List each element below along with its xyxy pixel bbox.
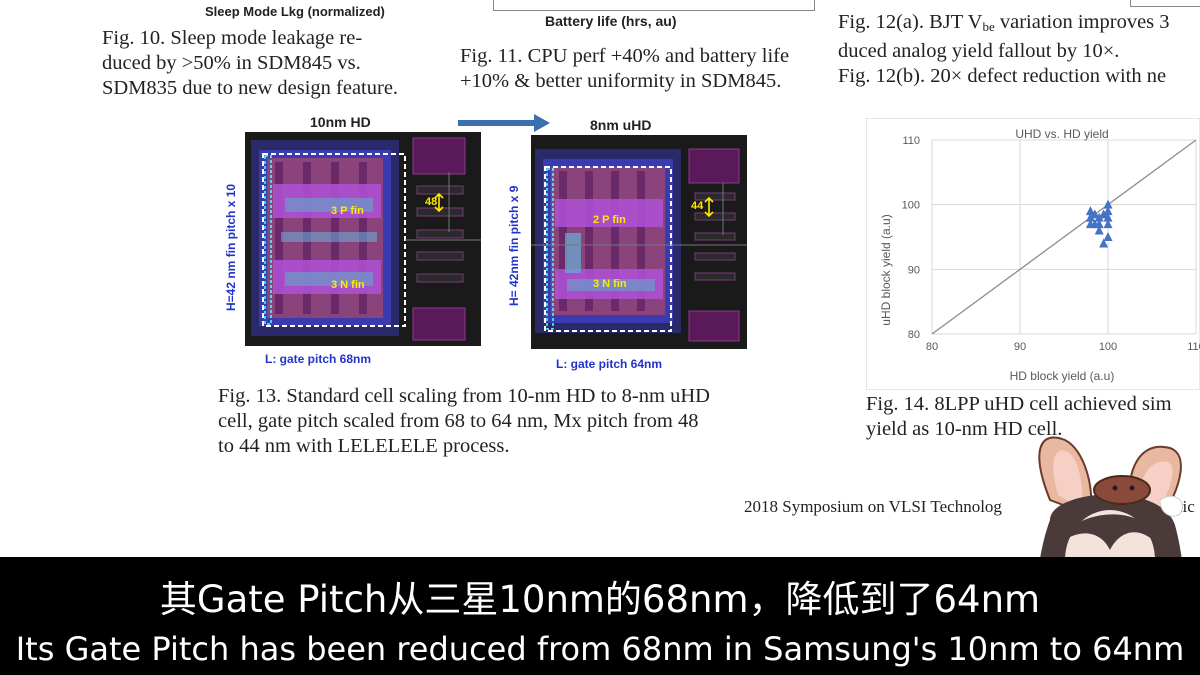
scatter-point: [1094, 219, 1104, 229]
scatter-point: [1103, 199, 1113, 209]
subtitle-english: Its Gate Pitch has been reduced from 68n…: [15, 630, 1185, 668]
fig14-caption: Fig. 14. 8LPP uHD cell achieved sim yiel…: [866, 392, 1172, 442]
caption-line: Fig. 14. 8LPP uHD cell achieved sim: [866, 393, 1172, 415]
fig13-caption: Fig. 13. Standard cell scaling from 10-n…: [218, 384, 710, 459]
left-cell-title: 10nm HD: [310, 114, 371, 130]
right-cell-title: 8nm uHD: [590, 117, 652, 133]
scatter-point: [1103, 232, 1113, 241]
battery-axis-label: Battery life (hrs, au): [545, 13, 677, 29]
caption-line: +10% & better uniformity in SDM845.: [460, 70, 782, 92]
subtitle-chinese: 其Gate Pitch从三星10nm的68nm，降低到了64nm: [159, 578, 1041, 621]
x-tick-label: 100: [1099, 341, 1117, 353]
caption-line: SDM835 due to new design feature.: [102, 77, 399, 99]
fig11-caption: Fig. 11. CPU perf +40% and battery life …: [460, 44, 789, 94]
caption-line: Fig. 13. Standard cell scaling from 10-n…: [218, 385, 710, 407]
left-pfin-label: 3 P fin: [331, 205, 364, 217]
reference-line: [931, 139, 1197, 335]
fig10-caption: Fig. 10. Sleep mode leakage re- duced by…: [102, 26, 398, 101]
caption-line: Fig. 12(b). 20× defect reduction with ne: [838, 65, 1167, 87]
fig11-chart-frame: [493, 0, 815, 11]
scatter-point: [1094, 212, 1104, 222]
layout-10nm-hd: 48 3 P fin 3 N fin: [245, 132, 481, 346]
subtitle-bar: [0, 557, 1200, 675]
right-gate-label: L: gate pitch 64nm: [556, 357, 663, 371]
scatter-point: [1090, 209, 1100, 219]
caption-line: yield as 10-nm HD cell.: [866, 418, 1063, 440]
scatter-point: [1085, 212, 1095, 222]
y-tick-label: 100: [902, 200, 920, 212]
y-tick-label: 80: [908, 329, 920, 341]
y-tick-label: 90: [908, 264, 920, 276]
right-pfin-label: 2 P fin: [593, 214, 626, 226]
right-nfin-label: 3 N fin: [593, 278, 627, 290]
caption-line: Fig. 11. CPU perf +40% and battery life: [460, 45, 790, 67]
x-tick-label: 90: [1014, 341, 1026, 353]
left-gate-label: L: gate pitch 68nm: [265, 352, 372, 366]
scatter-point: [1103, 206, 1113, 216]
scatter-point: [1099, 209, 1109, 219]
caption-line: cell, gate pitch scaled from 68 to 64 nm…: [218, 410, 699, 432]
left-nfin-label: 3 N fin: [331, 279, 365, 291]
caption-line: Fig. 10. Sleep mode leakage re-: [102, 27, 363, 49]
yield-scatter-chart: 80 90 100 110 80 90 100 110 UHD vs. HD yield HD…: [866, 118, 1200, 390]
layout-8nm-uhd: 44 2 P fin 3 N fin: [531, 135, 747, 349]
caption-line: duced by >50% in SDM845 vs.: [102, 52, 361, 74]
scatter-point: [1085, 206, 1095, 216]
left-mx-pitch-label: 48: [425, 196, 437, 208]
conference-footer: 2018 Symposium on VLSI Technolog: [744, 497, 1002, 516]
caption-line: Fig. 12(a). BJT Vbe variation improves 3: [838, 11, 1170, 34]
scatter-point: [1103, 219, 1113, 229]
fig12-chart-frame: [1130, 0, 1200, 7]
chart-title: UHD vs. HD yield: [1015, 127, 1108, 141]
caption-line: to 44 nm with LELELELE process.: [218, 435, 510, 457]
chart-xlabel: HD block yield (a.u): [1010, 369, 1115, 383]
x-tick-label: 80: [926, 341, 938, 353]
scatter-point: [1094, 225, 1104, 235]
chart-ylabel: uHD block yield (a.u): [879, 214, 893, 325]
scatter-point: [1099, 238, 1109, 248]
right-mx-pitch-label: 44: [691, 200, 704, 212]
scaling-arrow: [458, 114, 550, 132]
x-tick-label: 110: [1187, 341, 1200, 353]
fig12-caption: Fig. 12(a). BJT Vbe variation improves 3…: [838, 10, 1170, 89]
caption-line: duced analog yield fallout by 10×.: [838, 40, 1120, 62]
sleep-axis-label: Sleep Mode Lkg (normalized): [205, 4, 385, 19]
scatter-point: [1103, 212, 1113, 222]
y-tick-label: 110: [902, 135, 920, 147]
